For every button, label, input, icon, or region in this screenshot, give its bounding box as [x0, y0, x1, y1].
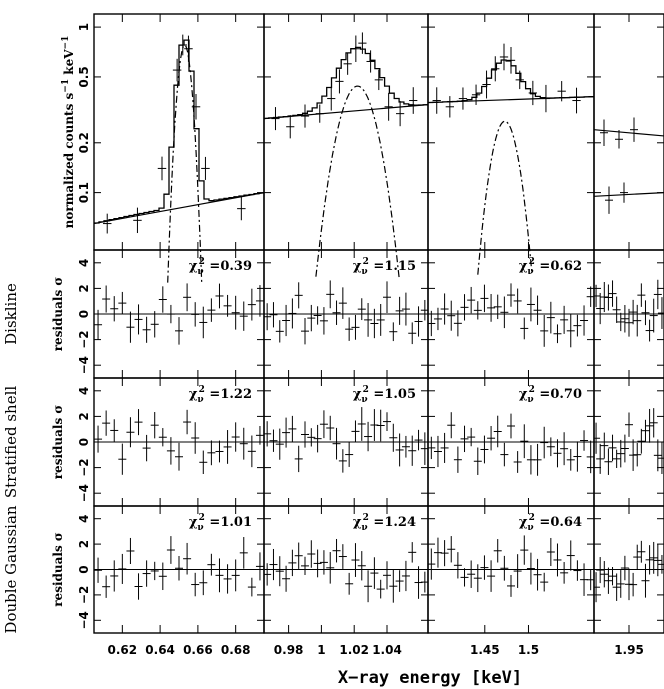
y-tick-label: −4 [77, 484, 91, 502]
y-tick-label: 4 [77, 515, 91, 523]
chi2-label: χν2 =0.39 [189, 257, 252, 277]
y-tick-label: 2 [77, 412, 91, 420]
x-axis-label: X−ray energy [keV] [338, 668, 522, 688]
chi2-label: χν2 =1.22 [189, 385, 252, 405]
top-y-axis-label: normalized counts s−1 keV−1 [61, 36, 76, 229]
x-tick-label: 1.95 [614, 643, 644, 657]
y-tick-label: 2 [77, 284, 91, 292]
panel-column-2 [264, 32, 428, 603]
x-tick-label: 0.66 [183, 643, 213, 657]
line-component [315, 85, 400, 280]
y-tick-label: −4 [77, 356, 91, 374]
y-tick-label: 1 [77, 23, 91, 31]
residual-y-axis-label: residuals σ [51, 277, 65, 352]
x-tick-label: 0.64 [145, 643, 175, 657]
panel-column-4 [594, 117, 664, 603]
chi2-label: χν2 =1.15 [353, 257, 416, 277]
y-tick-label: −2 [77, 458, 91, 476]
x-tick-label: 0.62 [108, 643, 138, 657]
x-tick-label: 1.02 [339, 643, 369, 657]
x-tick-label: 1.04 [372, 643, 402, 657]
y-tick-label: 0 [77, 438, 91, 446]
residual-y-axis-label: residuals σ [51, 405, 65, 480]
x-tick-label: 0.68 [221, 643, 251, 657]
model-histogram [94, 39, 264, 224]
x-tick-label: 1.5 [518, 643, 539, 657]
y-tick-label: −2 [77, 330, 91, 348]
y-tick-label: 0.5 [77, 66, 91, 87]
line-component [477, 120, 533, 275]
model-histogram [264, 46, 428, 120]
panel-column-1 [94, 34, 264, 600]
chi2-label: χν2 =0.70 [519, 385, 582, 405]
y-tick-label: 4 [77, 259, 91, 267]
continuum-line [594, 192, 664, 197]
chi2-label: χν2 =0.62 [519, 257, 582, 277]
panel-column-3 [428, 43, 594, 597]
model-label: Double Gaussian [2, 505, 20, 633]
y-tick-label: 4 [77, 387, 91, 395]
chi2-label: χν2 =1.24 [353, 513, 416, 533]
x-tick-label: 1 [317, 643, 325, 657]
x-tick-label: 1.45 [470, 643, 500, 657]
continuum-line [594, 129, 664, 137]
y-tick-label: 0.1 [77, 182, 91, 203]
y-tick-label: −2 [77, 586, 91, 604]
y-tick-label: 0 [77, 565, 91, 573]
y-tick-label: 0 [77, 310, 91, 318]
chi2-label: χν2 =0.64 [519, 513, 582, 533]
labels-layer: χν2 =0.39 χν2 =1.22 χν2 =1.01 0.62 0.64 0.66 0… [2, 23, 644, 688]
chi2-label: χν2 =1.05 [353, 385, 416, 405]
panels-layer [93, 13, 664, 634]
residual-y-axis-label: residuals σ [51, 532, 65, 607]
model-label: Diskline [2, 283, 20, 345]
chi2-label: χν2 =1.01 [189, 513, 252, 533]
x-tick-label: 0.98 [274, 643, 304, 657]
y-tick-label: −4 [77, 611, 91, 629]
y-tick-label: 0.2 [77, 132, 91, 153]
model-label: Stratified shell [2, 386, 20, 499]
line-component [167, 44, 203, 283]
y-tick-label: 2 [77, 540, 91, 548]
panel-frame [263, 13, 429, 251]
continuum-line [94, 192, 264, 225]
